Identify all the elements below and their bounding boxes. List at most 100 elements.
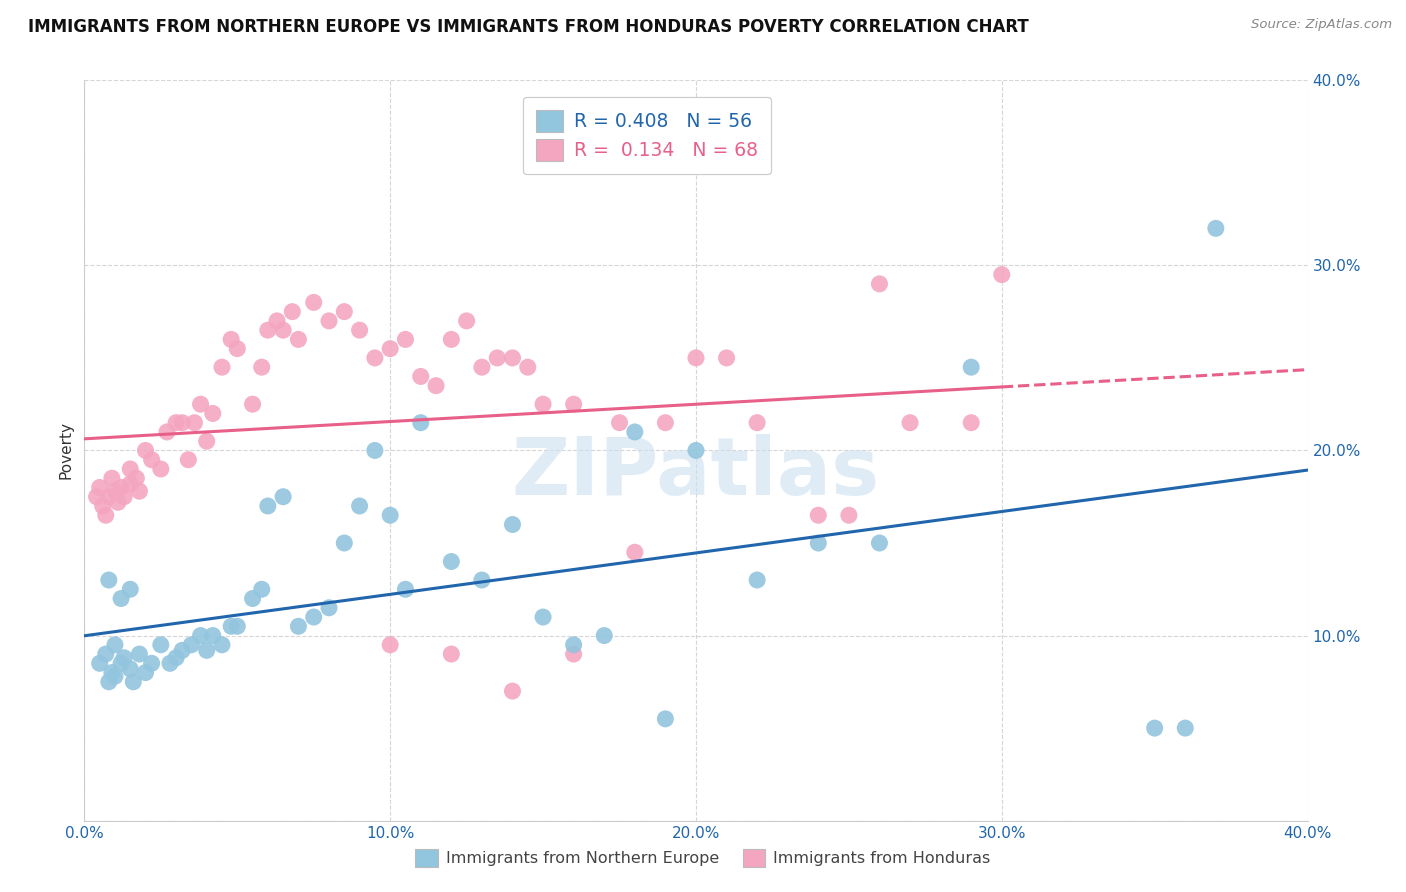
Point [110,591,132,606]
Point [110,657,132,671]
Point [531,610,554,624]
Point [271,323,294,337]
Point [172,416,194,430]
Point [502,517,524,532]
Point [104,638,127,652]
Point [101,665,124,680]
Point [807,536,830,550]
Point [226,619,249,633]
Point [250,582,273,597]
Point [257,499,280,513]
Point [190,628,212,642]
Point [471,360,494,375]
Point [183,416,205,430]
Point [135,443,157,458]
Point [287,619,309,633]
Point [125,471,148,485]
Text: ZIPatlas: ZIPatlas [512,434,880,512]
Point [104,669,127,683]
Point [107,495,129,509]
Point [516,360,538,375]
Point [165,650,187,665]
Point [685,443,707,458]
Point [364,351,387,365]
Point [364,443,387,458]
Point [91,499,114,513]
Point [394,332,416,346]
Point [226,342,249,356]
Point [318,314,340,328]
Point [110,481,132,495]
Point [716,351,738,365]
Point [593,628,616,642]
Point [177,452,200,467]
Point [1205,221,1227,235]
Point [257,323,280,337]
Point [898,416,921,430]
Point [141,657,163,671]
Point [394,582,416,597]
Point [120,476,142,491]
Point [486,351,509,365]
Point [440,554,463,569]
Point [440,647,463,661]
Point [195,643,218,657]
Point [380,638,402,652]
Point [807,508,830,523]
Point [120,582,142,597]
Point [425,378,447,392]
Point [562,647,585,661]
Point [302,610,325,624]
Point [201,407,224,421]
Point [97,573,120,587]
Y-axis label: Poverty: Poverty [58,421,73,480]
Point [349,323,371,337]
Point [120,662,142,676]
Point [380,508,402,523]
Point [165,416,187,430]
Point [172,643,194,657]
Point [250,360,273,375]
Point [112,490,135,504]
Point [128,484,150,499]
Point [149,638,172,652]
Point [211,360,233,375]
Point [333,536,356,550]
Point [97,674,120,689]
Point [409,416,432,430]
Point [266,314,288,328]
Point [471,573,494,587]
Point [89,657,111,671]
Point [156,425,179,439]
Point [318,600,340,615]
Text: IMMIGRANTS FROM NORTHERN EUROPE VS IMMIGRANTS FROM HONDURAS POVERTY CORRELATION : IMMIGRANTS FROM NORTHERN EUROPE VS IMMIG… [28,18,1029,36]
Legend: Immigrants from Northern Europe, Immigrants from Honduras: Immigrants from Northern Europe, Immigra… [408,840,998,875]
Point [624,425,647,439]
Point [1174,721,1197,735]
Point [97,490,120,504]
Point [242,591,264,606]
Point [122,674,145,689]
Point [624,545,647,559]
Point [120,462,142,476]
Point [654,712,676,726]
Point [960,416,983,430]
Point [149,462,172,476]
Point [128,647,150,661]
Point [211,638,233,652]
Point [195,434,218,449]
Point [747,573,769,587]
Point [562,397,585,411]
Point [219,619,242,633]
Point [141,452,163,467]
Point [190,397,212,411]
Point [531,397,554,411]
Legend: R = 0.408   N = 56, R =  0.134   N = 68: R = 0.408 N = 56, R = 0.134 N = 68 [523,97,770,174]
Point [281,304,304,318]
Point [112,650,135,665]
Point [960,360,983,375]
Point [349,499,371,513]
Point [94,508,117,523]
Point [104,484,127,499]
Point [101,471,124,485]
